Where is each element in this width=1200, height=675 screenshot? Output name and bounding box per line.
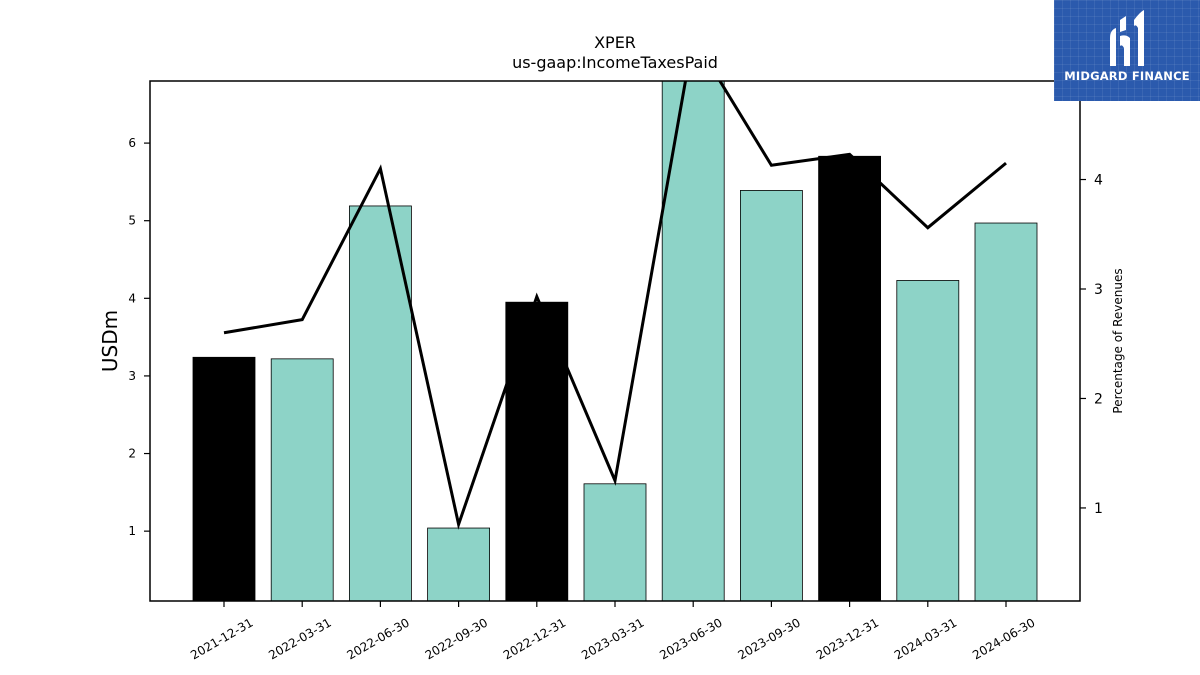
brand-logo: MIDGARD FINANCE <box>1054 0 1200 101</box>
bar-2022-03-31 <box>270 358 334 601</box>
x-tick-label: 2022-03-31 <box>266 615 333 662</box>
bar-2024-06-30 <box>974 222 1038 601</box>
y2-tick-label: 3 <box>1094 282 1103 298</box>
line-series-group <box>223 81 1007 530</box>
y2-tick-label: 2 <box>1094 391 1103 407</box>
bars-group <box>192 81 1038 601</box>
y-tick-label: 3 <box>128 369 136 383</box>
y-tick-label: 6 <box>128 136 136 150</box>
x-tick-label: 2023-06-30 <box>657 615 724 662</box>
x-tick-label: 2022-12-31 <box>501 615 568 662</box>
y-tick-label: 2 <box>128 447 136 461</box>
y-tick-label: 5 <box>128 214 136 228</box>
bar-2022-12-31 <box>505 301 569 601</box>
chart-title: XPER <box>594 33 636 52</box>
bar-2021-12-31 <box>192 356 256 601</box>
bar-2022-09-30 <box>427 527 491 601</box>
bar-2024-03-31 <box>896 280 960 601</box>
percentage-line <box>223 81 1007 530</box>
y2-tick-label: 1 <box>1094 501 1103 517</box>
y2-tick-label: 4 <box>1094 173 1103 189</box>
y-tick-label: 1 <box>128 524 136 538</box>
x-tick-label: 2022-09-30 <box>423 615 490 662</box>
x-tick-label: 2023-09-30 <box>735 615 802 662</box>
y2-axis-label: Percentage of Revenues <box>1111 268 1125 413</box>
bar-2023-09-30 <box>740 190 803 601</box>
x-tick-label: 2022-06-30 <box>344 615 411 662</box>
brand-mark-icon <box>1110 10 1144 66</box>
bar-2023-03-31 <box>583 483 647 601</box>
chart-subtitle: us-gaap:IncomeTaxesPaid <box>512 53 718 72</box>
x-tick-label: 2021-12-31 <box>188 615 255 662</box>
bar-2023-06-30 <box>661 81 725 601</box>
x-tick-label: 2023-03-31 <box>579 615 646 662</box>
y-tick-label: 4 <box>128 291 136 305</box>
bar-2023-12-31 <box>818 155 881 601</box>
y-axis-label: USDm <box>98 310 122 372</box>
bar-2022-06-30 <box>348 205 412 601</box>
x-tick-label: 2023-12-31 <box>814 615 881 662</box>
brand-name: MIDGARD FINANCE <box>1064 69 1190 83</box>
x-tick-label: 2024-06-30 <box>970 615 1037 662</box>
x-tick-label: 2024-03-31 <box>892 615 959 662</box>
